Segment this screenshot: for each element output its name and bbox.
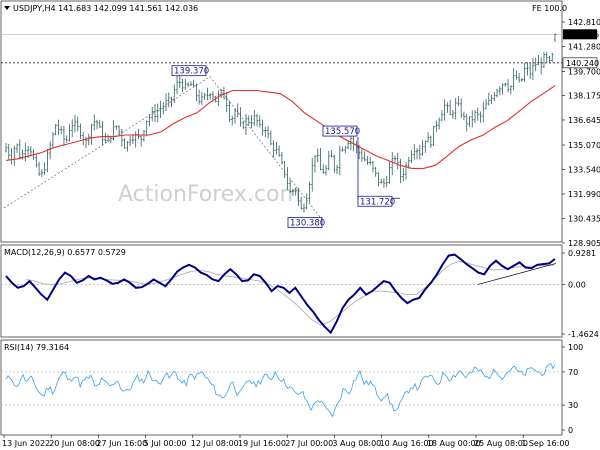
annotation-label: 135.570	[325, 127, 360, 137]
macd-tick-label: 0.00	[568, 280, 586, 289]
macd-group: 0.9281 0.00 -1.4624	[1, 249, 599, 339]
price-panel-header: USDJPY,H4 141.683 142.099 141.561 142.03…	[13, 4, 198, 13]
x-tick-label: 19 Jul 16:00	[238, 439, 286, 448]
x-tick-label: 20 Jun 08:00	[49, 439, 100, 448]
x-tick-label: 3 Aug 08:00	[332, 439, 381, 448]
annotation-box	[287, 217, 323, 228]
x-tick-label: 25 Aug 08:00	[474, 439, 528, 448]
x-tick-label: 5 Jul 00:00	[144, 439, 187, 448]
rsi-panel-frame	[0, 339, 563, 436]
macd-panel-header: MACD(12,26,9) 0.6577 0.5729	[4, 248, 126, 257]
x-tick-label: 1 Sep 16:00	[521, 439, 569, 448]
current-price-tag: 142.036	[566, 30, 599, 39]
price-tick-label: 142.810	[568, 18, 600, 27]
price-tick-label: 138.175	[568, 92, 600, 101]
price-tick-label: 130.435	[568, 215, 600, 224]
price-tick-label: 131.990	[568, 190, 600, 199]
fe-level-tag-bg	[562, 57, 598, 69]
x-tick-label: 27 Jun 16:00	[96, 439, 147, 448]
price-tick-label: 136.645	[568, 116, 600, 125]
dropdown-triangle-icon[interactable]	[4, 6, 10, 10]
annotation-lines	[1, 34, 562, 64]
macd-signal-line	[25, 260, 556, 326]
rsi-line	[5, 362, 556, 418]
rsi-tick-label: 100	[568, 343, 583, 352]
rsi-tick-label: 70	[568, 368, 578, 377]
price-tags: 142.036 140.240	[562, 29, 599, 69]
macd-trendline	[477, 263, 557, 285]
annotation-label: 130.380	[290, 219, 325, 229]
price-axis: 142.810 141.280 139.700 138.175 136.645 135.0…	[562, 18, 600, 248]
candles	[4, 33, 557, 213]
annotations: 139.370 130.380 135.570 131.720	[3, 65, 400, 229]
rsi-tick-label: 0	[568, 426, 573, 435]
sma-line-group	[5, 85, 556, 169]
annotation-box	[322, 125, 358, 137]
macd-tick-label: -1.4624	[568, 330, 599, 339]
annotation-box	[171, 65, 207, 77]
rsi-group: 100 70 30 0	[1, 343, 583, 435]
sma-line	[5, 85, 556, 169]
x-tick-label: 10 Aug 16:00	[380, 439, 434, 448]
trend-line-rise	[3, 76, 211, 209]
x-tick-label: 27 Jul 00:00	[285, 439, 333, 448]
rsi-tick-label: 30	[568, 401, 578, 410]
price-panel-frame	[0, 0, 563, 243]
annotation-box	[357, 195, 393, 207]
price-tick-label: 133.540	[568, 165, 600, 174]
price-tick-label: 135.070	[568, 141, 600, 150]
macd-panel-frame	[0, 244, 563, 338]
price-tick-label: 141.280	[568, 42, 600, 51]
annotation-label: 131.720	[360, 197, 395, 207]
x-tick-label: 13 Jun 2022	[2, 439, 50, 448]
annotation-label: 139.370	[174, 67, 209, 77]
price-tick-label: 128.905	[568, 239, 600, 248]
fe-level-tag: 140.240	[566, 59, 599, 68]
x-tick-label: 18 Aug 00:00	[427, 439, 481, 448]
x-tick-label: 12 Jul 08:00	[191, 439, 239, 448]
watermark-text: ActionForex.com	[118, 182, 301, 207]
rsi-panel-header: RSI(14) 79.3164	[4, 343, 69, 352]
macd-line	[5, 253, 556, 335]
current-price-tag-bg	[563, 29, 597, 40]
macd-tick-label: 0.9281	[568, 249, 596, 258]
price-tick-label: 139.700	[568, 67, 600, 76]
fe-label: FE 100.0	[532, 4, 567, 13]
